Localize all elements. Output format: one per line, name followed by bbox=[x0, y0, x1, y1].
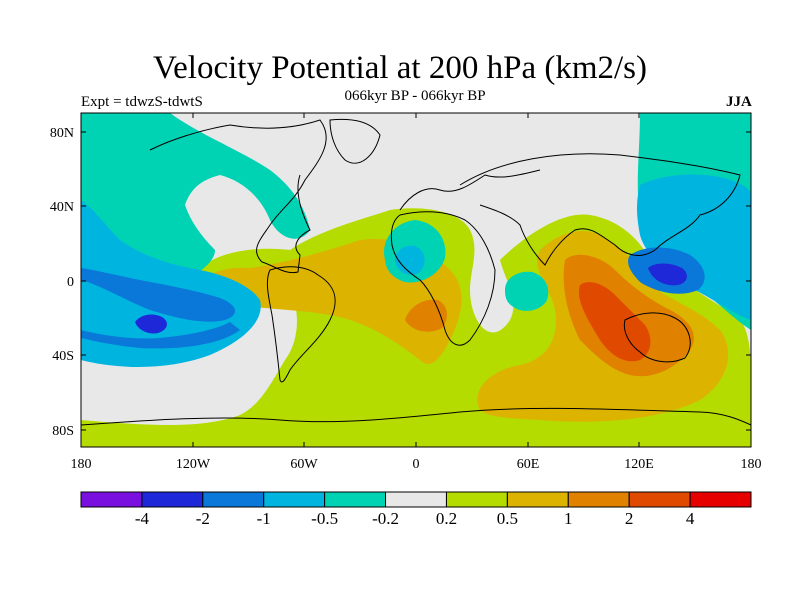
lon-tick-180w: 180 bbox=[71, 457, 92, 472]
map-title: Velocity Potential at 200 hPa (km2/s) bbox=[152, 50, 648, 86]
lon-axis: 180 120W 60W 0 60E 120E 180 bbox=[71, 113, 762, 472]
lon-tick-120e: 120E bbox=[624, 457, 654, 472]
colorbar-label: 2 bbox=[625, 509, 634, 528]
lon-tick-120w: 120W bbox=[176, 457, 211, 472]
colorbar-swatch bbox=[385, 491, 447, 508]
contour-negative-0.2 bbox=[81, 113, 751, 330]
colorbar-swatch bbox=[80, 491, 143, 508]
colorbar-label: -1 bbox=[257, 509, 271, 528]
lon-tick-0: 0 bbox=[413, 457, 420, 472]
colorbar-swatch bbox=[324, 491, 387, 508]
asia-outline bbox=[459, 153, 741, 266]
lon-tick-180e: 180 bbox=[741, 457, 762, 472]
north-america-outline bbox=[149, 119, 327, 274]
colorbar-label: -0.2 bbox=[372, 509, 399, 528]
lat-tick-40n: 40N bbox=[50, 200, 74, 215]
colorbar-swatch bbox=[202, 491, 265, 508]
colorbar-label: -0.5 bbox=[311, 509, 338, 528]
colorbar-swatch bbox=[263, 491, 326, 508]
colorbar-label: 4 bbox=[686, 509, 695, 528]
colorbar-label: -2 bbox=[196, 509, 210, 528]
colorbar-swatch bbox=[141, 491, 204, 508]
colorbar-swatch bbox=[567, 491, 630, 508]
coastlines bbox=[81, 118, 751, 426]
africa-outline bbox=[390, 211, 496, 346]
australia-outline bbox=[623, 312, 691, 363]
contour-positive-2 bbox=[578, 282, 651, 362]
colorbar-swatch bbox=[628, 491, 691, 508]
europe-outline bbox=[399, 169, 541, 211]
colorbar: -4 -2 -1 -0.5 -0.2 0.2 0.5 1 2 4 bbox=[80, 491, 752, 528]
antarctica-outline bbox=[81, 407, 751, 426]
season-label: JJA bbox=[726, 94, 752, 110]
greenland-outline bbox=[329, 118, 381, 164]
colorbar-swatch bbox=[689, 491, 752, 508]
contour-negative-0.5 bbox=[81, 174, 751, 367]
experiment-label: Expt = tdwzS-tdwtS bbox=[81, 94, 203, 110]
lat-tick-80s: 80S bbox=[52, 424, 74, 439]
map-subtitle: 066kyr BP - 066kyr BP bbox=[344, 88, 486, 104]
colorbar-label: 0.5 bbox=[497, 509, 518, 528]
lat-tick-80n: 80N bbox=[50, 126, 74, 141]
colorbar-label: 1 bbox=[564, 509, 573, 528]
contour-field bbox=[81, 113, 751, 447]
lat-tick-0: 0 bbox=[67, 275, 74, 290]
colorbar-label: 0.2 bbox=[436, 509, 457, 528]
lat-tick-40s: 40S bbox=[52, 349, 74, 364]
lon-tick-60e: 60E bbox=[517, 457, 540, 472]
south-america-outline bbox=[266, 266, 336, 383]
colorbar-swatch bbox=[445, 491, 508, 508]
lat-axis: 80N 40N 0 40S 80S bbox=[50, 126, 751, 439]
contour-negative-1 bbox=[81, 247, 705, 349]
colorbar-label: -4 bbox=[135, 509, 150, 528]
lon-tick-60w: 60W bbox=[290, 457, 318, 472]
colorbar-swatch bbox=[506, 491, 569, 508]
